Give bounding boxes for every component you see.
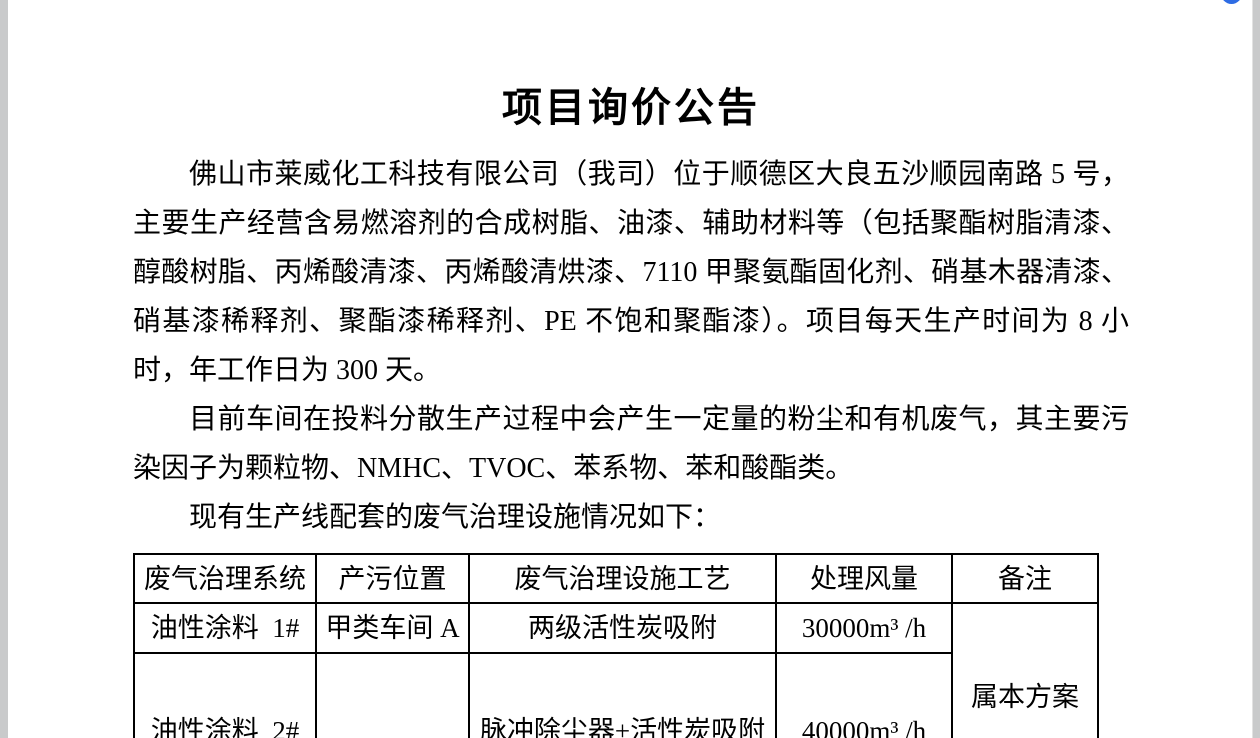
cell-process: 两级活性炭吸附: [468, 602, 777, 654]
document-page: 项目询价公告 佛山市莱威化工科技有限公司（我司）位于顺德区大良五沙顺园南路 5 …: [133, 0, 1129, 738]
blue-indicator-icon: [1221, 0, 1242, 4]
table-row: 油性涂料 2# 甲类车间 B 脉冲除尘器+活性炭吸附 40000m³ /h: [133, 652, 1098, 738]
waste-gas-facility-table: 废气治理系统 产污位置 废气治理设施工艺 处理风量 备注 油性涂料 1# 甲类车…: [133, 553, 1099, 738]
header-remark: 备注: [951, 553, 1099, 604]
header-system: 废气治理系统: [133, 553, 317, 604]
cell-system: 油性涂料 1#: [133, 602, 317, 654]
cell-system: 油性涂料 2#: [133, 652, 317, 738]
document-body: 佛山市莱威化工科技有限公司（我司）位于顺德区大良五沙顺园南路 5 号，主要生产经…: [133, 150, 1129, 542]
table-row: 油性涂料 1# 甲类车间 A 两级活性炭吸附 30000m³ /h 属本方案 设…: [133, 602, 1099, 738]
page-title: 项目询价公告: [133, 82, 1129, 134]
table-header-row: 废气治理系统 产污位置 废气治理设施工艺 处理风量 备注: [133, 553, 1099, 604]
cell-airflow: 30000m³ /h: [775, 602, 953, 654]
right-gutter: [1252, 0, 1260, 738]
cell-airflow: 40000m³ /h: [775, 652, 953, 738]
paragraph-pollutants: 目前车间在投料分散生产过程中会产生一定量的粉尘和有机废气，其主要污染因子为颗粒物…: [133, 404, 1129, 484]
cell-process: 脉冲除尘器+活性炭吸附: [468, 652, 777, 738]
header-location: 产污位置: [315, 553, 470, 604]
remark-line: 属本方案: [971, 682, 1079, 712]
paragraph-table-lead: 现有生产线配套的废气治理设施情况如下：: [189, 502, 722, 533]
header-process: 废气治理设施工艺: [468, 553, 777, 604]
paragraph-company-intro: 佛山市莱威化工科技有限公司（我司）位于顺德区大良五沙顺园南路 5 号，主要生产经…: [133, 159, 1129, 386]
left-gutter: [0, 0, 8, 738]
cell-location: 甲类车间 A: [315, 602, 470, 654]
cell-remark: 属本方案 设计范围: [951, 602, 1099, 738]
header-airflow: 处理风量: [775, 553, 953, 604]
cell-location: 甲类车间 B: [315, 652, 470, 738]
page-title-text: 项目询价公告: [502, 85, 760, 130]
